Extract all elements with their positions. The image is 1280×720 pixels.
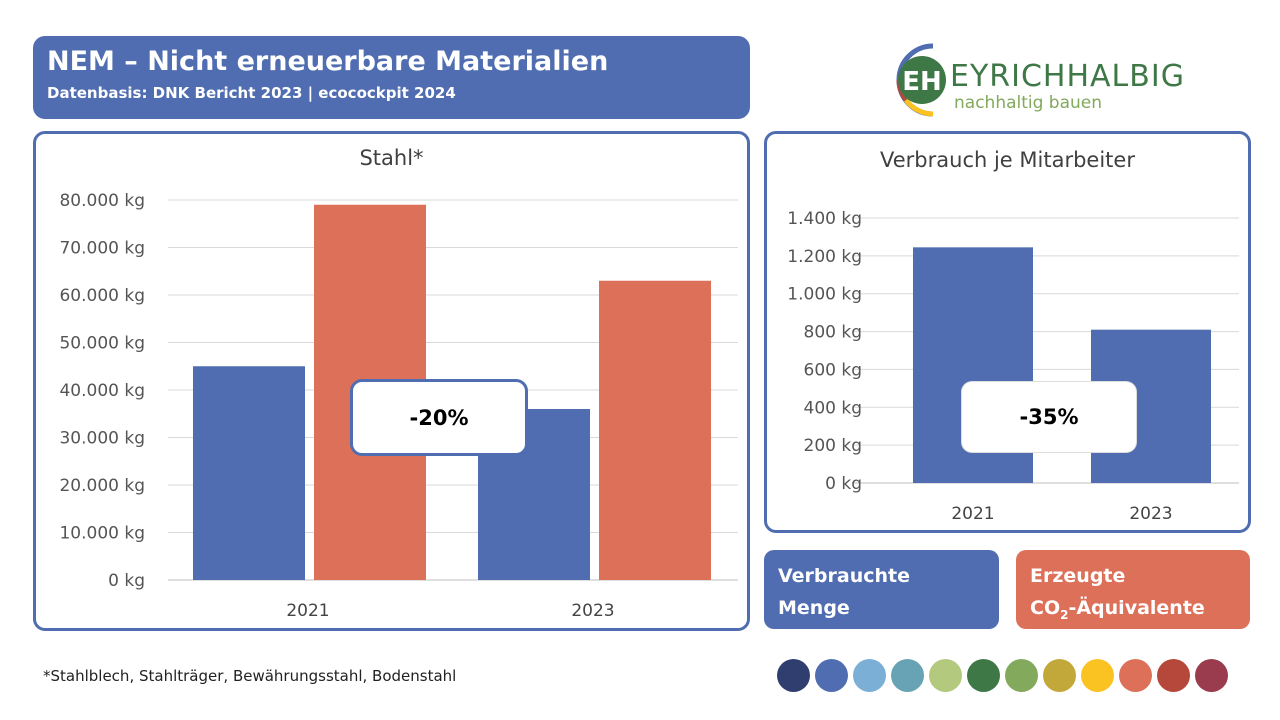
legend-consumed: Verbrauchte Menge — [764, 550, 999, 629]
title-banner: NEM – Nicht erneuerbare Materialien Date… — [33, 36, 750, 119]
y-tick-label: 80.000 kg — [59, 191, 145, 211]
legend-label: Erzeugte — [1030, 565, 1126, 587]
x-tick-label: 2021 — [951, 504, 994, 524]
page-subtitle: Datenbasis: DNK Bericht 2023 | ecocockpi… — [47, 84, 456, 102]
x-tick-label: 2023 — [1129, 504, 1172, 524]
y-tick-label: 800 kg — [804, 323, 863, 343]
per-employee-chart: 0 kg 200 kg 400 kg 600 kg 800 kg 1.000 kg 1.20… — [787, 209, 1239, 524]
company-logo: EH EYRICHHALBIG nachhaltig bauen — [888, 40, 1228, 120]
per-employee-chart-panel: Verbrauch je Mitarbeiter 0 kg 200 kg 400 k… — [764, 131, 1251, 533]
color-swatch — [815, 659, 848, 692]
y-tick-label: 10.000 kg — [59, 524, 145, 544]
y-tick-label: 0 kg — [108, 571, 145, 591]
color-palette — [777, 659, 1228, 692]
footnote: *Stahlblech, Stahlträger, Bewährungsstah… — [43, 667, 457, 685]
x-tick-label: 2021 — [286, 601, 329, 621]
steel-change-callout: -20% — [350, 379, 528, 456]
y-tick-label: 200 kg — [804, 436, 863, 456]
y-tick-label: 400 kg — [804, 398, 863, 418]
color-swatch — [1043, 659, 1076, 692]
svg-text:EH: EH — [902, 67, 942, 97]
color-swatch — [853, 659, 886, 692]
y-tick-label: 20.000 kg — [59, 476, 145, 496]
color-swatch — [1119, 659, 1152, 692]
page-title: NEM – Nicht erneuerbare Materialien — [47, 46, 609, 77]
legend-label: CO2-Äquivalente — [1030, 597, 1205, 622]
y-tick-label: 60.000 kg — [59, 286, 145, 306]
color-swatch — [967, 659, 1000, 692]
bar-2023-1 — [599, 280, 711, 580]
legend-co2: Erzeugte CO2-Äquivalente — [1016, 550, 1250, 629]
color-swatch — [1081, 659, 1114, 692]
chart-title: Stahl* — [359, 146, 424, 170]
y-tick-label: 50.000 kg — [59, 334, 145, 354]
svg-text:nachhaltig bauen: nachhaltig bauen — [954, 93, 1102, 113]
bar-2021-0 — [193, 366, 305, 580]
color-swatch — [777, 659, 810, 692]
color-swatch — [1005, 659, 1038, 692]
y-tick-label: 1.200 kg — [787, 247, 862, 267]
y-tick-label: 1.000 kg — [787, 285, 862, 305]
y-tick-label: 1.400 kg — [787, 209, 862, 229]
y-tick-label: 40.000 kg — [59, 381, 145, 401]
y-tick-label: 0 kg — [825, 474, 862, 494]
y-tick-label: 30.000 kg — [59, 429, 145, 449]
legend-label: Verbrauchte — [778, 565, 910, 587]
per-employee-change-callout: -35% — [962, 382, 1136, 452]
chart-title: Verbrauch je Mitarbeiter — [880, 148, 1135, 172]
y-tick-label: 600 kg — [804, 360, 863, 380]
legend-label: Menge — [778, 597, 850, 619]
x-tick-label: 2023 — [571, 601, 614, 621]
color-swatch — [891, 659, 924, 692]
color-swatch — [1195, 659, 1228, 692]
color-swatch — [1157, 659, 1190, 692]
color-swatch — [929, 659, 962, 692]
svg-text:EYRICHHALBIG: EYRICHHALBIG — [950, 59, 1185, 94]
y-tick-label: 70.000 kg — [59, 239, 145, 259]
